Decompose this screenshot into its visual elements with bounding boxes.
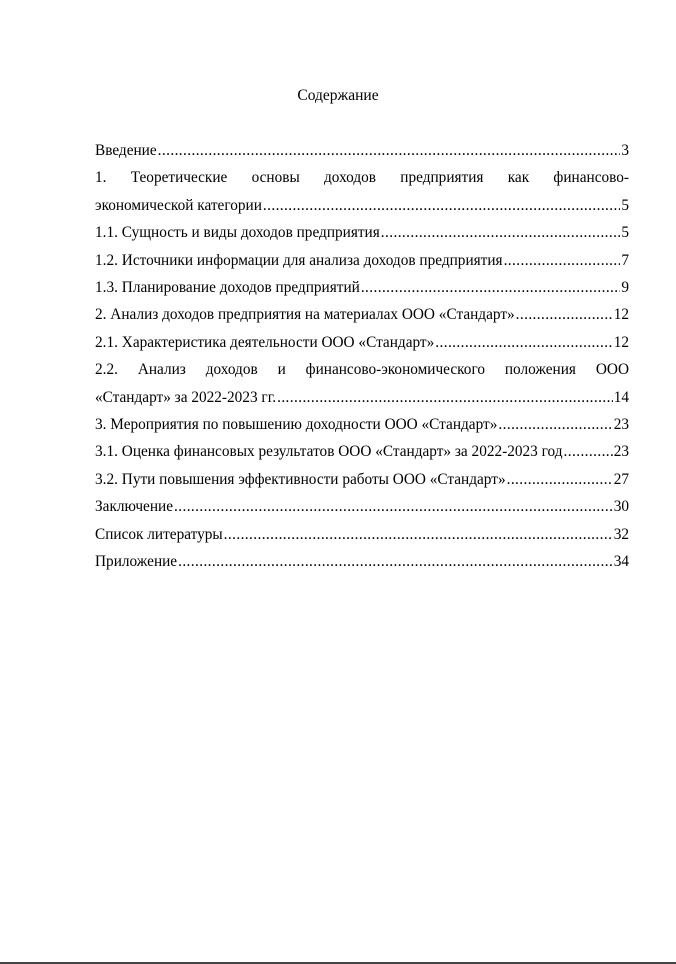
toc-entry-row: 1.3. Планирование доходов предприятий 9 — [95, 274, 629, 301]
table-of-contents: Введение 3 1. Теоретические основы доходов… — [95, 137, 629, 576]
toc-entry-title: 3. Мероприятия по повышению доходности О… — [95, 416, 498, 434]
toc-entry-row: экономической категории 5 — [95, 192, 629, 219]
toc-entry-title: Введение — [95, 142, 157, 159]
toc-entry[interactable]: 2.2. Анализ доходов и финансово-экономич… — [95, 356, 629, 411]
toc-entry-row: 2.1. Характеристика деятельности ООО «Ст… — [95, 329, 629, 356]
toc-entry[interactable]: 3.2. Пути повышения эффективности работы… — [95, 466, 629, 493]
dot-leader — [435, 329, 612, 356]
dot-leader — [564, 438, 613, 465]
dot-leader — [174, 493, 613, 520]
toc-entry-title: 3.2. Пути повышения эффективности работы… — [95, 470, 506, 488]
toc-entry-title: 1.2. Источники информации для анализа до… — [95, 251, 503, 269]
toc-entry-row: Введение 3 — [95, 137, 629, 164]
toc-entry[interactable]: 1.2. Источники информации для анализа до… — [95, 247, 629, 274]
toc-entry-title-line: 2.2. Анализ доходов и финансово-экономич… — [95, 361, 629, 379]
toc-entry-row: Список литературы 32 — [95, 521, 629, 548]
dot-leader — [507, 466, 613, 493]
dot-leader — [361, 274, 621, 301]
toc-entry[interactable]: 2.1. Характеристика деятельности ООО «Ст… — [95, 329, 629, 356]
toc-entry-title: 3.1. Оценка финансовых результатов ООО «… — [95, 443, 563, 461]
toc-entry-title-line: 1. Теоретические основы доходов предприя… — [95, 169, 629, 187]
toc-entry[interactable]: 1. Теоретические основы доходов предприя… — [95, 164, 629, 219]
dot-leader — [224, 521, 613, 548]
toc-entry[interactable]: 2. Анализ доходов предприятия на материа… — [95, 301, 629, 328]
toc-entry-title: 2. Анализ доходов предприятия на материа… — [95, 306, 515, 324]
toc-entry-title: 2.1. Характеристика деятельности ООО «Ст… — [95, 333, 435, 351]
toc-entry[interactable]: Заключение 30 — [95, 493, 629, 520]
toc-entry[interactable]: Приложение 34 — [95, 548, 629, 575]
toc-entry-page-number: 5 — [621, 196, 629, 214]
toc-entry[interactable]: 1.1. Сущность и виды доходов предприятия… — [95, 219, 629, 246]
toc-entry-row: Приложение 34 — [95, 548, 629, 575]
toc-entry-title: экономической категории — [95, 196, 262, 214]
dot-leader — [381, 219, 621, 246]
toc-entry-page-number: 30 — [613, 498, 629, 516]
toc-entry-row: 1.2. Источники информации для анализа до… — [95, 247, 629, 274]
toc-entry-row: 3.2. Пути повышения эффективности работы… — [95, 466, 629, 493]
dot-leader — [516, 301, 613, 328]
toc-entry-page-number: 9 — [621, 279, 629, 297]
toc-entry-page-number: 14 — [613, 388, 629, 406]
toc-entry-row: 3. Мероприятия по повышению доходности О… — [95, 411, 629, 438]
toc-entry-row: Заключение 30 — [95, 493, 629, 520]
dot-leader — [178, 548, 613, 575]
toc-entry[interactable]: Список литературы 32 — [95, 521, 629, 548]
toc-entry[interactable]: Введение 3 — [95, 137, 629, 164]
dot-leader — [263, 192, 620, 219]
toc-entry-title: Заключение — [95, 498, 174, 516]
toc-entry-page-number: 12 — [613, 306, 629, 324]
toc-entry-page-number: 12 — [613, 333, 629, 351]
dot-leader — [504, 247, 621, 274]
toc-entry-page-number: 5 — [621, 224, 629, 242]
toc-entry-page-number: 23 — [613, 443, 629, 461]
toc-entry[interactable]: 3. Мероприятия по повышению доходности О… — [95, 411, 629, 438]
toc-entry-row: 3.1. Оценка финансовых результатов ООО «… — [95, 438, 629, 465]
toc-entry-title: 1.3. Планирование доходов предприятий — [95, 279, 360, 297]
document-title: Содержание — [297, 87, 379, 104]
toc-entry-title: 1.1. Сущность и виды доходов предприятия — [95, 224, 380, 242]
toc-entry-page-number: 7 — [621, 251, 629, 269]
toc-entry-title: Список литературы — [95, 525, 223, 543]
dot-leader — [158, 137, 621, 164]
toc-entry-page-number: 32 — [613, 525, 629, 543]
toc-entry[interactable]: 3.1. Оценка финансовых результатов ООО «… — [95, 438, 629, 465]
toc-entry[interactable]: 1.3. Планирование доходов предприятий 9 — [95, 274, 629, 301]
toc-entry-title: Приложение — [95, 553, 178, 571]
toc-entry-page-number: 27 — [613, 470, 629, 488]
toc-entry-page-number: 3 — [621, 142, 629, 159]
page-bottom-edge — [0, 962, 676, 964]
toc-entry-page-number: 23 — [613, 416, 629, 434]
toc-entry-title: «Стандарт» за 2022-2023 гг. — [95, 388, 277, 406]
dot-leader — [498, 411, 612, 438]
toc-entry-page-number: 34 — [613, 553, 629, 571]
toc-entry-row: 1.1. Сущность и виды доходов предприятия… — [95, 219, 629, 246]
dot-leader — [277, 384, 613, 411]
toc-entry-row: 2. Анализ доходов предприятия на материа… — [95, 301, 629, 328]
toc-entry-row: «Стандарт» за 2022-2023 гг. 14 — [95, 384, 629, 411]
